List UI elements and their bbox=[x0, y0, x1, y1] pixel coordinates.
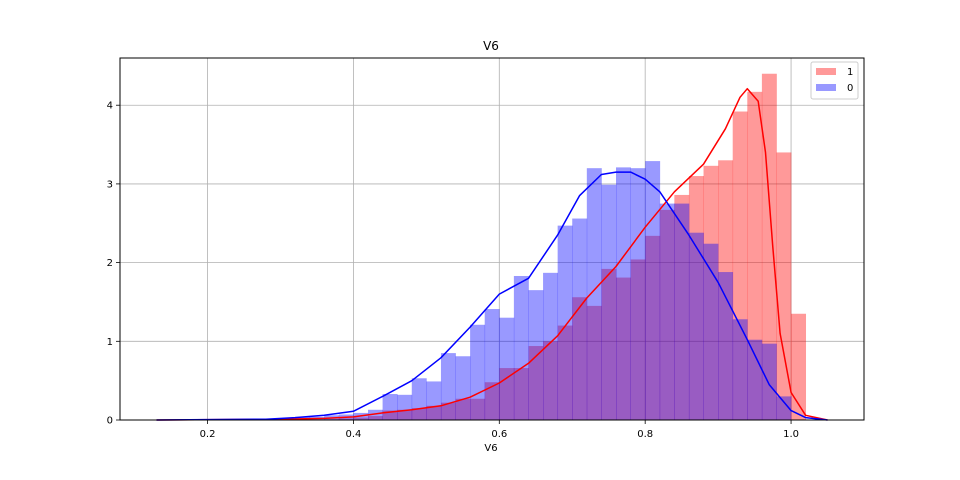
histogram-bar-series-1 bbox=[601, 268, 617, 420]
histogram-bar-series-0 bbox=[688, 232, 704, 420]
histogram-bar-series-0 bbox=[703, 243, 719, 420]
histogram-bar-series-0 bbox=[426, 381, 442, 420]
histogram-bars bbox=[295, 73, 807, 421]
histogram-bar-series-1 bbox=[732, 111, 748, 420]
histogram-bar-series-1 bbox=[718, 160, 734, 420]
x-axis-label: V6 bbox=[484, 443, 497, 454]
histogram-bar-series-1 bbox=[528, 346, 544, 420]
kde-line-series-1 bbox=[156, 87, 828, 421]
histogram-bar-series-0 bbox=[674, 203, 690, 420]
histogram-bar-series-0 bbox=[499, 317, 515, 420]
histogram-bar-series-0 bbox=[776, 396, 792, 420]
histogram-bar-series-1 bbox=[440, 402, 456, 420]
histogram-bar-series-1 bbox=[572, 297, 588, 420]
histogram-bar-series-1 bbox=[630, 259, 646, 420]
histogram-bar-series-1 bbox=[543, 341, 559, 420]
axis-ticks: 0.2 0.4 0.6 0.8 1.0 0 1 2 3 4 bbox=[107, 101, 799, 440]
histogram-bar-series-1 bbox=[688, 176, 704, 420]
histogram-bar-series-1 bbox=[382, 410, 398, 420]
histogram-bar-series-0 bbox=[382, 394, 398, 420]
histogram-bar-series-1 bbox=[776, 152, 792, 420]
histogram-bar-series-0 bbox=[616, 167, 631, 420]
histogram-bar-series-0 bbox=[718, 272, 734, 420]
x-tick-label: 0.4 bbox=[345, 429, 361, 440]
histogram-bar-series-1 bbox=[368, 416, 383, 420]
histogram-bar-series-0 bbox=[543, 272, 559, 420]
histogram-bar-series-0 bbox=[630, 168, 646, 420]
y-tick-label: 4 bbox=[107, 101, 113, 112]
y-tick-label: 2 bbox=[107, 258, 113, 269]
histogram-bar-series-0 bbox=[470, 324, 486, 420]
histogram-bar-series-1 bbox=[397, 409, 413, 420]
histogram-bar-series-1 bbox=[470, 398, 486, 420]
legend-box bbox=[810, 61, 859, 100]
histogram-bar-series-0 bbox=[747, 339, 763, 420]
histogram-bar-series-1 bbox=[426, 405, 442, 420]
x-tick-label: 0.8 bbox=[637, 429, 653, 440]
histogram-bar-series-1 bbox=[411, 408, 427, 420]
histogram-bar-series-1 bbox=[791, 313, 807, 420]
histogram-bar-series-0 bbox=[572, 218, 588, 420]
histogram-bar-series-1 bbox=[674, 194, 690, 420]
kde-lines bbox=[156, 87, 828, 421]
legend-label-0: 0 bbox=[847, 83, 853, 94]
histogram-bar-series-0 bbox=[732, 319, 748, 420]
histogram-bar-series-0 bbox=[513, 275, 529, 420]
legend-swatch-0 bbox=[816, 84, 836, 91]
histogram-bar-series-0 bbox=[586, 168, 602, 420]
chart-title: V6 bbox=[483, 39, 499, 53]
histogram-bar-series-0 bbox=[455, 356, 471, 420]
histogram-bar-series-1 bbox=[353, 417, 369, 420]
histogram-bar-series-0 bbox=[411, 378, 427, 420]
histogram-bar-series-1 bbox=[586, 305, 602, 420]
histogram-bar-series-0 bbox=[368, 409, 383, 420]
legend-label-1: 1 bbox=[847, 67, 853, 78]
histogram-bar-series-0 bbox=[645, 161, 661, 420]
histogram-bar-series-0 bbox=[761, 343, 777, 420]
histogram-bar-series-1 bbox=[513, 368, 529, 420]
histogram-bar-series-1 bbox=[557, 325, 573, 420]
y-tick-label: 3 bbox=[107, 179, 113, 190]
y-tick-label: 1 bbox=[107, 337, 113, 348]
kde-line-series-0 bbox=[156, 171, 828, 421]
x-tick-label: 1.0 bbox=[783, 429, 799, 440]
histogram-bar-series-1 bbox=[484, 382, 500, 420]
histogram-bar-series-1 bbox=[703, 165, 719, 420]
plot-frame bbox=[119, 57, 865, 421]
histogram-bar-series-0 bbox=[659, 203, 675, 420]
histogram-bar-series-0 bbox=[557, 225, 573, 420]
y-tick-label: 0 bbox=[107, 416, 113, 427]
histogram-bar-series-1 bbox=[747, 91, 763, 421]
histogram-bar-series-0 bbox=[484, 309, 500, 420]
histogram-bar-series-1 bbox=[659, 209, 675, 420]
histogram-bar-series-1 bbox=[455, 398, 471, 420]
histogram-bar-series-1 bbox=[645, 235, 661, 420]
histogram-bar-series-1 bbox=[338, 418, 354, 420]
histogram-bar-series-0 bbox=[397, 394, 413, 420]
histogram-bar-series-1 bbox=[616, 277, 631, 420]
x-tick-label: 0.6 bbox=[491, 429, 507, 440]
x-tick-label: 0.2 bbox=[200, 429, 216, 440]
histogram-bar-series-0 bbox=[440, 353, 456, 420]
legend-swatch-1 bbox=[816, 68, 836, 75]
histogram-bar-series-0 bbox=[601, 184, 617, 420]
legend: 10 bbox=[810, 61, 859, 100]
histogram-bar-series-0 bbox=[528, 290, 544, 420]
